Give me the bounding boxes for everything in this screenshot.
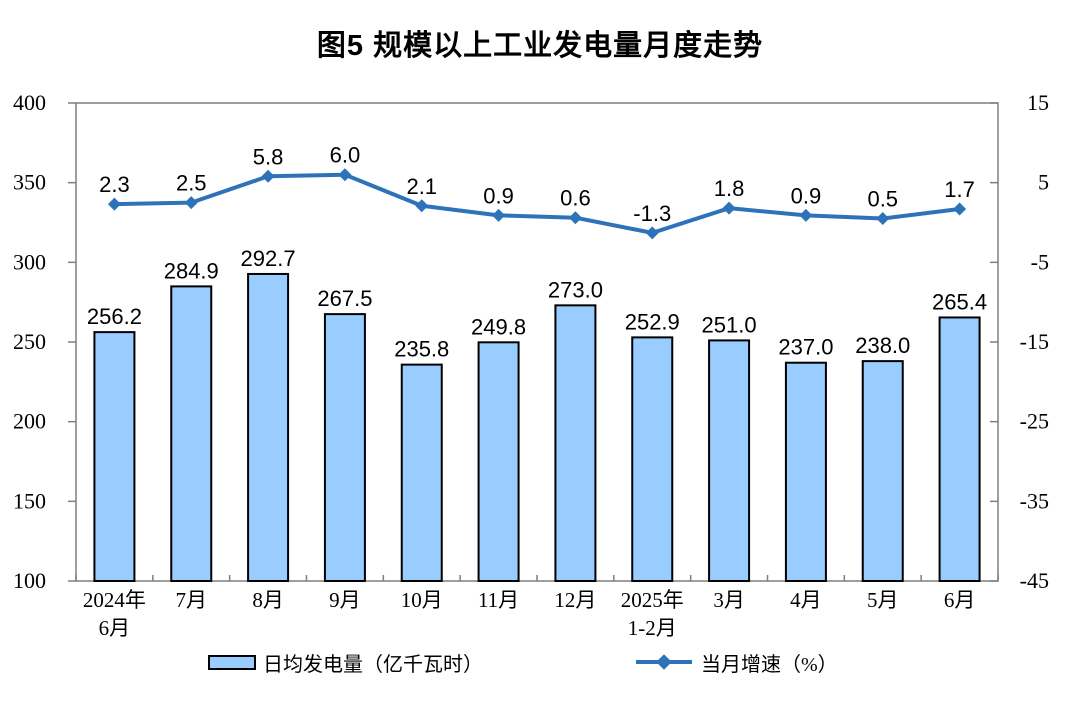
x-axis-category-label: 11月 xyxy=(478,588,519,612)
bar xyxy=(708,339,751,583)
right-axis-tick-label: -15 xyxy=(1020,329,1049,354)
bar-value-label: 249.8 xyxy=(471,314,526,339)
right-axis: 15 5 -5 -15 -25 -35 -45 xyxy=(990,90,1049,593)
bar xyxy=(938,316,981,582)
line-marker xyxy=(492,208,506,222)
left-axis-tick-label: 150 xyxy=(13,488,46,513)
bar xyxy=(400,363,443,582)
right-axis-tick-label: -25 xyxy=(1020,409,1049,434)
diamond-marker-icon xyxy=(656,654,672,670)
line-marker xyxy=(722,201,736,215)
line-marker xyxy=(338,168,352,182)
line-marker xyxy=(107,197,121,211)
line-value-label: 0.6 xyxy=(560,186,591,211)
x-axis-category-label: 2024年 xyxy=(83,588,146,612)
bar-value-label: 284.9 xyxy=(164,258,219,283)
bar-value-label: 238.0 xyxy=(855,333,910,358)
left-axis-tick-label: 400 xyxy=(13,90,46,115)
bar-value-label: 251.0 xyxy=(702,312,757,337)
bar xyxy=(861,360,904,582)
left-axis-tick-label: 200 xyxy=(13,409,46,434)
line-value-label: 1.8 xyxy=(714,176,745,201)
line-marker xyxy=(261,169,275,183)
line-marker xyxy=(184,196,198,210)
growth-line xyxy=(114,172,960,235)
right-axis-tick-label: 5 xyxy=(1038,170,1049,195)
bar xyxy=(477,341,520,582)
bar-value-label: 267.5 xyxy=(317,286,372,311)
bar-value-label: 237.0 xyxy=(778,335,833,360)
line-value-label: 0.9 xyxy=(791,183,822,208)
line-value-label: 5.8 xyxy=(253,144,284,169)
bar-value-label: 256.2 xyxy=(87,304,142,329)
line-marker xyxy=(953,202,967,216)
x-axis-category-label: 10月 xyxy=(401,588,443,612)
bar xyxy=(554,304,597,582)
x-axis-category-label: 4月 xyxy=(790,588,822,612)
legend-bar-label: 日均发电量（亿千瓦时） xyxy=(263,653,483,676)
line-value-label: 0.5 xyxy=(867,187,898,212)
line-marker xyxy=(415,199,429,213)
right-axis-tick-label: -45 xyxy=(1020,568,1049,593)
line-value-label: 2.5 xyxy=(176,171,207,196)
line-value-label: 2.3 xyxy=(99,172,130,197)
right-axis-tick-label: -5 xyxy=(1031,249,1049,274)
x-axis: 2024年 6月 7月 8月 9月 10月 11月 12月 2025年 1-2月 3月 4月 5月 6月 xyxy=(75,575,999,640)
line-marker xyxy=(799,208,813,222)
line-marker xyxy=(876,212,890,226)
bar-value-label: 273.0 xyxy=(548,277,603,302)
x-axis-category-label: 8月 xyxy=(252,588,284,612)
x-axis-category-label: 6月 xyxy=(99,616,131,640)
line-marker xyxy=(568,211,582,225)
bar xyxy=(170,285,213,582)
x-axis-category-label: 12月 xyxy=(554,588,596,612)
line-marker xyxy=(645,226,659,240)
left-axis: 400 350 300 250 200 150 100 xyxy=(13,90,76,593)
bar-value-label: 265.4 xyxy=(932,289,987,314)
bar xyxy=(631,336,674,582)
x-axis-category-label: 5月 xyxy=(867,588,899,612)
legend-item-line: 当月增速（%） xyxy=(636,649,838,676)
x-axis-category-label: 7月 xyxy=(176,588,208,612)
bar xyxy=(784,361,827,583)
line-value-label: 6.0 xyxy=(330,143,361,168)
right-axis-tick-label: -35 xyxy=(1020,488,1049,513)
line-series: 2.3 2.5 5.8 6.0 2.1 0.9 0.6 -1.3 1.8 0.9 0.5 1.7 xyxy=(99,143,975,240)
x-axis-category-label: 9月 xyxy=(329,588,361,612)
legend-item-bar: 日均发电量（亿千瓦时） xyxy=(208,649,483,676)
legend-line-label: 当月增速（%） xyxy=(701,653,838,676)
bar-series: 256.2 284.9 292.7 267.5 235.8 249.8 273.0 252.9… xyxy=(87,246,987,583)
bar-value-label: 235.8 xyxy=(394,337,449,362)
bar-value-label: 292.7 xyxy=(241,246,296,271)
line-value-label: 1.7 xyxy=(944,177,975,202)
line-value-label: -1.3 xyxy=(633,201,671,226)
left-axis-tick-label: 350 xyxy=(13,170,46,195)
bar xyxy=(323,313,366,582)
x-axis-category-label: 6月 xyxy=(944,588,976,612)
left-axis-tick-label: 100 xyxy=(13,568,46,593)
x-axis-category-label: 3月 xyxy=(713,588,745,612)
line-value-label: 0.9 xyxy=(483,183,514,208)
bar xyxy=(247,272,290,582)
bar xyxy=(93,331,136,582)
bar-value-label: 252.9 xyxy=(625,309,680,334)
line-value-label: 2.1 xyxy=(406,174,437,199)
line-series-swatch xyxy=(636,654,692,670)
left-axis-tick-label: 250 xyxy=(13,329,46,354)
x-axis-category-label: 2025年 xyxy=(621,588,684,612)
left-axis-tick-label: 300 xyxy=(13,249,46,274)
bar-series-swatch xyxy=(208,654,256,670)
right-axis-tick-label: 15 xyxy=(1027,90,1049,115)
chart-title: 图5 规模以上工业发电量月度走势 xyxy=(316,30,764,62)
x-axis-category-label: 1-2月 xyxy=(628,616,677,640)
